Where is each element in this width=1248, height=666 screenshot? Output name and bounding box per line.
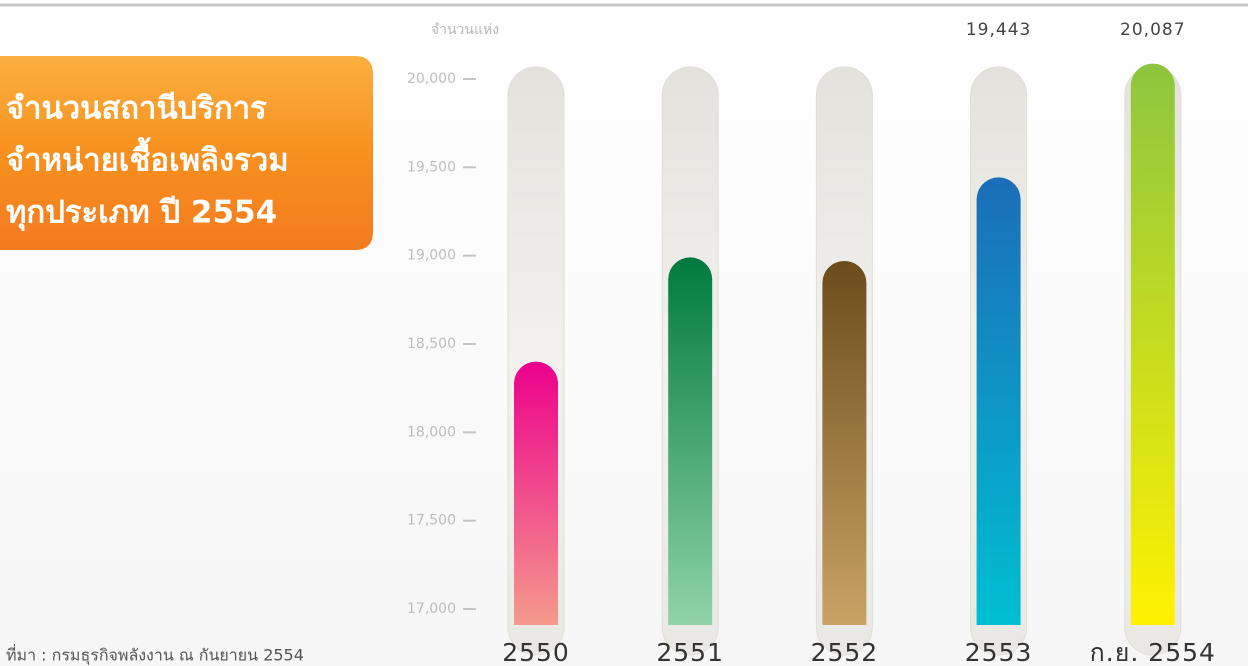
y-tick-label: 18,500: [407, 336, 456, 352]
bar: [976, 177, 1021, 625]
source-note: ที่มา : กรมธุรกิจพลังงาน ณ กันยายน 2554: [6, 644, 304, 666]
chart-title: ทุกประเภท ปี 2554: [6, 195, 277, 232]
value-label: 19,443: [966, 20, 1031, 40]
x-tick-label: ก.ย. 2554: [1090, 638, 1216, 666]
y-tick-label: 19,500: [407, 159, 456, 175]
bar: [668, 257, 713, 625]
y-tick-label: 20,000: [407, 71, 456, 87]
y-tick-label: 18,000: [407, 424, 456, 440]
bar: [822, 260, 867, 625]
value-label: 20,087: [1120, 20, 1185, 40]
bar: [514, 361, 558, 625]
y-tick-label: 17,500: [407, 513, 456, 529]
x-tick-label: 2552: [811, 638, 879, 666]
x-tick-label: 2553: [965, 638, 1033, 666]
title-box: [0, 56, 373, 250]
x-tick-label: 2551: [656, 638, 724, 666]
y-tick-label: 17,000: [407, 601, 456, 617]
y-tick-label: 19,000: [407, 248, 456, 264]
bar: [1130, 63, 1175, 625]
chart-title: จำหน่ายเชื้อเพลิงรวม: [6, 137, 289, 179]
chart-title: จำนวนสถานีบริการ: [6, 91, 267, 127]
x-tick-label: 2550: [502, 638, 570, 666]
y-axis-label: จำนวนแห่ง: [431, 22, 499, 38]
